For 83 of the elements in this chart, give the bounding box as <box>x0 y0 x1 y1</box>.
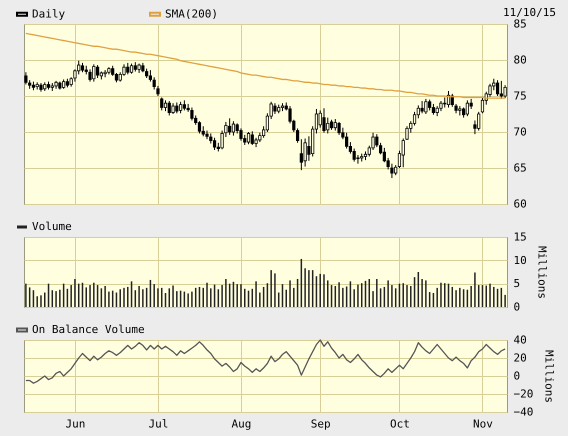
candlestick <box>462 107 466 118</box>
candlestick <box>182 100 186 111</box>
candlestick <box>402 138 405 168</box>
legend-label: Volume <box>32 220 72 233</box>
candlestick <box>168 100 171 116</box>
candlestick <box>420 100 424 114</box>
candlestick <box>198 120 202 134</box>
candlestick <box>92 64 96 82</box>
candlestick <box>428 99 432 111</box>
y-tick-label: 70 <box>514 126 527 138</box>
candlestick <box>134 62 137 72</box>
candlestick <box>24 72 28 85</box>
candlestick <box>175 102 178 114</box>
candlestick <box>443 96 446 108</box>
candlestick <box>212 137 216 150</box>
candlestick <box>424 98 428 114</box>
candlestick <box>122 64 126 76</box>
x-tick-label: Oct <box>390 418 410 430</box>
y-axis-title: Millions <box>542 350 556 403</box>
candlestick <box>405 126 409 140</box>
y-tick-label: −40 <box>514 406 534 418</box>
candlestick <box>246 132 250 145</box>
y-tick-label: 75 <box>514 90 527 102</box>
candlestick <box>466 100 469 117</box>
candlestick <box>220 130 224 150</box>
candlestick <box>130 63 134 74</box>
x-tick-label: Aug <box>232 418 252 430</box>
candlestick <box>326 117 330 134</box>
candlestick <box>80 62 84 73</box>
candlestick <box>171 102 175 114</box>
candlestick <box>300 138 303 171</box>
candlestick <box>160 96 164 111</box>
candlestick <box>273 102 277 114</box>
candlestick <box>96 64 100 78</box>
candlestick <box>390 163 394 179</box>
candlestick <box>477 111 480 132</box>
x-tick-label: Jun <box>66 418 86 430</box>
y-tick-label: 65 <box>514 162 527 174</box>
candlestick <box>228 118 232 136</box>
candlestick <box>254 137 258 148</box>
candlestick <box>488 83 492 98</box>
candlestick <box>432 103 436 116</box>
y-tick-label: 85 <box>514 18 527 30</box>
candlestick <box>239 128 243 142</box>
text: 11/10/15 <box>503 6 556 19</box>
y-tick-label: 80 <box>514 54 527 66</box>
candlestick <box>126 62 130 75</box>
x-tick-label: Sep <box>310 418 331 430</box>
candlestick <box>179 101 182 114</box>
y-tick-label: 10 <box>514 254 527 267</box>
candlestick <box>164 100 168 112</box>
candlestick <box>322 108 326 134</box>
y-tick-label: −20 <box>514 388 534 400</box>
y-tick-label: 0 <box>514 300 520 314</box>
y-tick-label: 15 <box>514 230 527 244</box>
candlestick <box>439 100 443 112</box>
candlestick <box>62 78 66 90</box>
legend-label: SMA(200) <box>165 7 218 20</box>
candlestick <box>232 120 236 136</box>
y-tick-label: 5 <box>514 277 520 290</box>
y-tick-label: 40 <box>514 334 527 346</box>
candlestick <box>137 63 141 74</box>
legend-label: On Balance Volume <box>32 323 145 336</box>
candlestick <box>500 80 503 100</box>
candlestick <box>250 130 254 146</box>
y-axis-title: Millions <box>536 246 549 299</box>
candlestick <box>190 107 194 121</box>
candlestick <box>304 138 307 168</box>
line-series <box>25 339 506 384</box>
candlestick <box>458 106 462 116</box>
candlestick <box>337 121 341 136</box>
y-tick-label: 60 <box>514 198 527 210</box>
candlestick <box>334 118 337 132</box>
x-tick-label: Jul <box>148 418 168 430</box>
x-tick-label: Nov <box>473 418 494 430</box>
candlestick <box>496 80 500 96</box>
legend-label: Daily <box>32 7 66 20</box>
candlestick <box>330 119 334 130</box>
y-tick-label: 20 <box>514 352 527 364</box>
candlestick <box>114 72 118 83</box>
y-tick-label: 0 <box>514 370 520 382</box>
candlestick <box>88 68 92 82</box>
candlestick <box>224 121 228 138</box>
